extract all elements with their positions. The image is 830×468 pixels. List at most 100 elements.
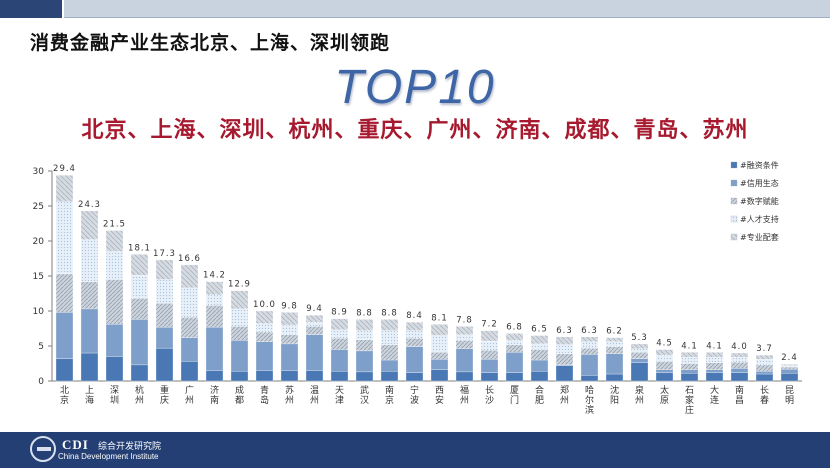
bar-segment — [630, 348, 649, 353]
bar-segment — [730, 357, 749, 363]
bar-segment — [355, 330, 374, 340]
x-tick-label: 北京 — [60, 385, 69, 406]
bar-total-label: 16.6 — [178, 254, 201, 264]
bar-segment — [330, 349, 349, 372]
bar-segment — [130, 275, 149, 299]
bar-segment — [280, 312, 299, 326]
bar-segment — [455, 371, 474, 382]
bar-segment — [480, 330, 499, 342]
bar-segment — [555, 353, 574, 366]
bar-segment — [280, 343, 299, 371]
bar-segment — [55, 358, 74, 382]
bar-segment — [530, 343, 549, 350]
bar-segment — [405, 338, 424, 347]
bar-segment — [780, 373, 799, 382]
bar-segment — [230, 326, 249, 341]
bar-segment — [355, 350, 374, 373]
bar-segment — [205, 294, 224, 306]
bar-segment — [430, 352, 449, 360]
x-tick-label: 重庆 — [160, 384, 169, 406]
bar-segment — [280, 370, 299, 382]
footer-name-cn: 综合开发研究院 — [98, 442, 162, 452]
y-tick-label: 0 — [38, 377, 44, 387]
header-divider — [64, 17, 830, 18]
bar-segment — [580, 375, 599, 382]
bar-total-label: 8.8 — [356, 308, 373, 318]
y-tick-label: 25 — [33, 202, 44, 212]
bar-segment — [605, 373, 624, 382]
bar-total-label: 21.5 — [103, 220, 126, 230]
bar-segment — [780, 368, 799, 374]
bar-segment — [80, 210, 99, 240]
chart-axes: 0 5 10 15 20 25 30 — [33, 167, 802, 387]
legend-swatch — [730, 161, 738, 169]
bar-segment — [330, 318, 349, 331]
bar-total-label: 12.9 — [228, 280, 251, 290]
bar-total-label: 9.4 — [306, 304, 323, 314]
bar-segment — [655, 354, 674, 362]
bar-segment — [455, 326, 474, 335]
bar-total-label: 4.5 — [656, 339, 673, 349]
x-tick-label: 深圳 — [110, 385, 119, 406]
bar-segment — [480, 359, 499, 373]
bar-total-label: 6.8 — [506, 322, 523, 332]
bar-segment — [55, 273, 74, 313]
legend-swatch — [730, 179, 738, 187]
x-tick-label: 温州 — [310, 385, 319, 406]
y-tick-label: 5 — [38, 342, 44, 352]
bar-segment — [530, 359, 549, 372]
bar-segment — [755, 354, 774, 360]
bar-total-label: 7.8 — [456, 315, 473, 325]
bar-segment — [130, 319, 149, 366]
chart-bars — [55, 175, 799, 382]
bar-segment — [305, 315, 324, 323]
bar-segment — [455, 334, 474, 341]
bar-segment — [180, 361, 199, 382]
x-tick-label: 苏州 — [285, 384, 294, 406]
bar-total-label: 3.7 — [756, 344, 773, 354]
legend-label: #融资条件 — [740, 160, 779, 170]
bar-segment — [105, 251, 124, 280]
bar-segment — [305, 322, 324, 327]
y-tick-label: 10 — [33, 307, 45, 317]
bar-segment — [580, 341, 599, 349]
bar-segment — [755, 371, 774, 375]
bar-segment — [330, 329, 349, 339]
bar-segment — [605, 341, 624, 347]
bar-segment — [380, 330, 399, 345]
page-title: 消费金融产业生态北京、上海、深圳领跑 — [30, 32, 391, 54]
header-light-block — [64, 0, 830, 18]
bar-segment — [105, 356, 124, 382]
bar-total-label: 14.2 — [203, 271, 226, 281]
legend-swatch — [730, 233, 738, 241]
bar-segment — [705, 372, 724, 382]
bar-segment — [80, 308, 99, 354]
x-tick-label: 西安 — [435, 385, 444, 406]
bar-segment — [755, 359, 774, 366]
bar-segment — [180, 287, 199, 318]
bar-segment — [80, 281, 99, 310]
bar-segment — [430, 335, 449, 353]
bar-segment — [680, 363, 699, 370]
bar-segment — [405, 372, 424, 382]
bar-segment — [530, 335, 549, 345]
footer-brand: CDI — [62, 437, 89, 452]
bar-total-label: 10.0 — [253, 300, 276, 310]
x-tick-label: 太原 — [660, 384, 669, 406]
bar-total-label: 9.8 — [281, 301, 298, 311]
bar-segment — [205, 370, 224, 382]
bar-segment — [155, 303, 174, 328]
bar-segment — [280, 324, 299, 335]
bar-segment — [155, 326, 174, 349]
bar-segment — [555, 365, 574, 382]
bar-segment — [230, 371, 249, 382]
bar-total-label: 2.4 — [781, 353, 798, 363]
bar-segment — [455, 340, 474, 349]
bar-segment — [455, 348, 474, 373]
bar-segment — [305, 334, 324, 371]
bar-segment — [580, 336, 599, 342]
x-tick-label: 济南 — [210, 384, 219, 406]
bar-segment — [530, 349, 549, 361]
bar-total-label: 4.1 — [706, 341, 723, 351]
x-tick-label: 成都 — [235, 384, 244, 406]
